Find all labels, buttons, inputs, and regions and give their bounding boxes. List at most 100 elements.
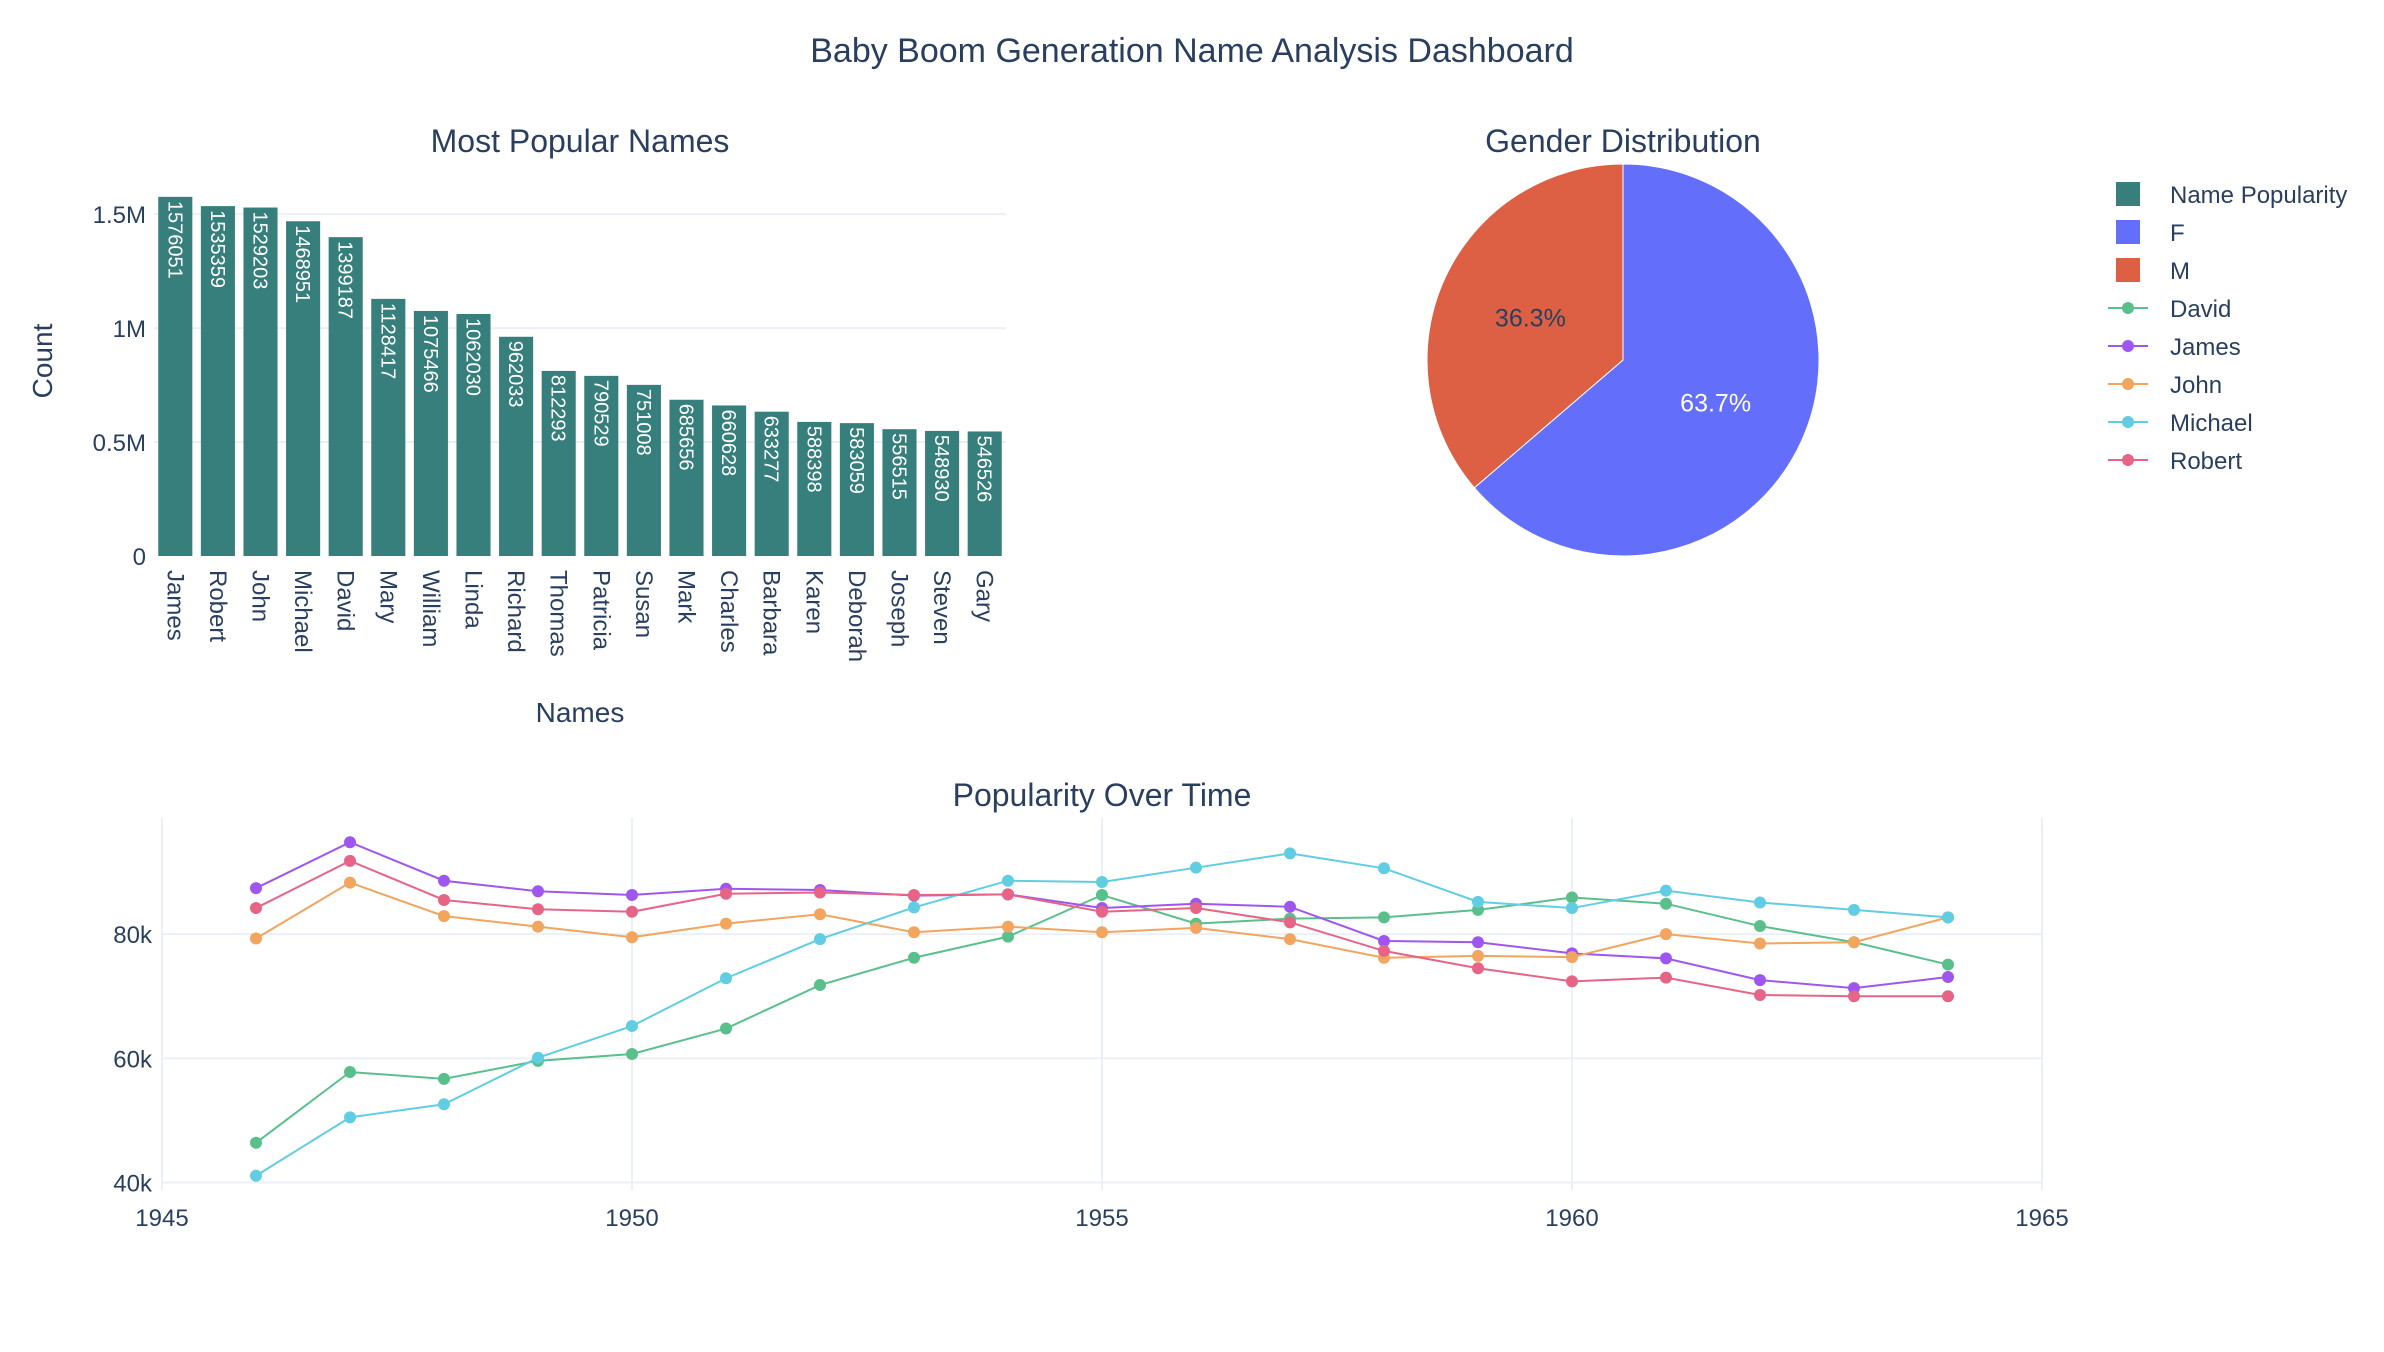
line-point-michael (1848, 903, 1860, 916)
bar-value-label: 1468951 (291, 225, 313, 303)
bar-barbara (754, 411, 789, 556)
bar-category-label: Patricia (587, 570, 614, 651)
line-point-david (814, 979, 826, 992)
line-point-robert (1190, 902, 1202, 915)
line-point-michael (1660, 884, 1672, 897)
line-point-james (438, 874, 450, 887)
bar-category-label: Mary (374, 570, 401, 623)
legend-swatch (2116, 182, 2140, 206)
legend-marker (2122, 416, 2134, 428)
line-point-michael (814, 933, 826, 946)
line-xtick-label: 1950 (605, 1205, 658, 1232)
line-point-john (1848, 936, 1860, 949)
legend-label: M (2170, 258, 2190, 285)
bar-value-label: 1128417 (376, 303, 398, 379)
bar-james (158, 196, 193, 556)
line-point-michael (344, 1111, 356, 1124)
line-point-john (344, 876, 356, 889)
legend-label: David (2170, 296, 2231, 323)
line-point-david (1096, 889, 1108, 902)
bar-value-label: 1075466 (419, 315, 441, 393)
pie-chart: Gender Distribution 63.7% 36.3% (1426, 123, 1820, 557)
line-point-michael (720, 972, 732, 985)
line-point-james (1660, 952, 1672, 965)
line-point-robert (1566, 975, 1578, 988)
legend-swatch (2116, 220, 2140, 244)
bar-value-label: 962033 (504, 341, 526, 408)
legend-label: Michael (2170, 410, 2253, 437)
line-point-john (1660, 928, 1672, 941)
bar-category-label: Mark (673, 570, 700, 624)
bar-category-label: Barbara (758, 570, 785, 656)
pie-slice-f (1473, 163, 1820, 557)
line-xtick-label: 1945 (135, 1205, 188, 1232)
line-point-james (1942, 970, 1954, 983)
line-point-robert (720, 887, 732, 900)
pie-slice-label: 36.3% (1495, 304, 1566, 332)
bar-steven (925, 430, 960, 556)
line-point-robert (344, 854, 356, 867)
line-point-john (1472, 949, 1484, 962)
bar-value-label: 556515 (888, 433, 910, 500)
line-point-james (532, 885, 544, 898)
line-point-robert (532, 903, 544, 916)
bar-value-label: 685656 (675, 404, 697, 471)
line-point-robert (1284, 916, 1296, 929)
line-point-robert (814, 886, 826, 899)
bar-value-label: 1529203 (249, 212, 271, 290)
line-chart-title: Popularity Over Time (953, 777, 1252, 813)
line-point-david (908, 951, 920, 964)
bar-ytick-label: 1M (113, 316, 146, 343)
line-point-james (344, 836, 356, 849)
bar-value-label: 1576051 (163, 201, 185, 279)
bar-value-label: 1535359 (206, 210, 228, 288)
bar-category-label: Thomas (545, 570, 572, 657)
bar-karen (797, 421, 832, 556)
legend: Name Popularity FM David James John Michael Ro… (2108, 182, 2347, 475)
bar-value-label: 751008 (632, 389, 654, 456)
bar-category-label: Linda (460, 570, 487, 629)
bar-category-label: David (332, 570, 359, 631)
line-point-michael (1284, 847, 1296, 860)
line-point-michael (1378, 862, 1390, 875)
bar-susan (626, 384, 661, 556)
bar-ytick-label: 1.5M (93, 202, 146, 229)
legend-label: John (2170, 372, 2222, 399)
bar-category-label: Robert (204, 570, 231, 642)
line-point-david (1566, 891, 1578, 904)
line-point-james (626, 889, 638, 902)
bar-patricia (584, 375, 619, 556)
line-point-john (814, 908, 826, 921)
line-point-michael (438, 1098, 450, 1111)
line-point-michael (1002, 874, 1014, 887)
legend-label: Name Popularity (2170, 182, 2347, 209)
line-point-michael (250, 1169, 262, 1182)
line-point-robert (1472, 962, 1484, 975)
line-point-john (1284, 933, 1296, 946)
line-point-john (1566, 951, 1578, 964)
line-ytick-label: 80k (113, 922, 153, 949)
bar-value-label: 812293 (547, 375, 569, 442)
legend-label: James (2170, 334, 2241, 361)
bar-richard (499, 336, 534, 556)
legend-marker (2122, 378, 2134, 390)
line-point-james (1754, 974, 1766, 987)
bar-linda (456, 313, 491, 556)
line-point-john (250, 932, 262, 945)
legend-marker (2122, 340, 2134, 352)
legend-marker (2122, 454, 2134, 466)
line-point-david (344, 1066, 356, 1079)
line-point-john (1002, 920, 1014, 933)
line-point-robert (1754, 988, 1766, 1001)
line-point-john (1190, 921, 1202, 934)
bar-category-label: Deborah (843, 570, 870, 662)
line-point-david (1378, 911, 1390, 924)
line-point-michael (1566, 902, 1578, 915)
bar-value-label: 660628 (717, 409, 739, 476)
line-point-michael (1096, 875, 1108, 888)
line-point-john (1096, 926, 1108, 939)
line-point-james (250, 882, 262, 895)
legend-marker (2122, 302, 2134, 314)
bar-john (243, 207, 278, 556)
